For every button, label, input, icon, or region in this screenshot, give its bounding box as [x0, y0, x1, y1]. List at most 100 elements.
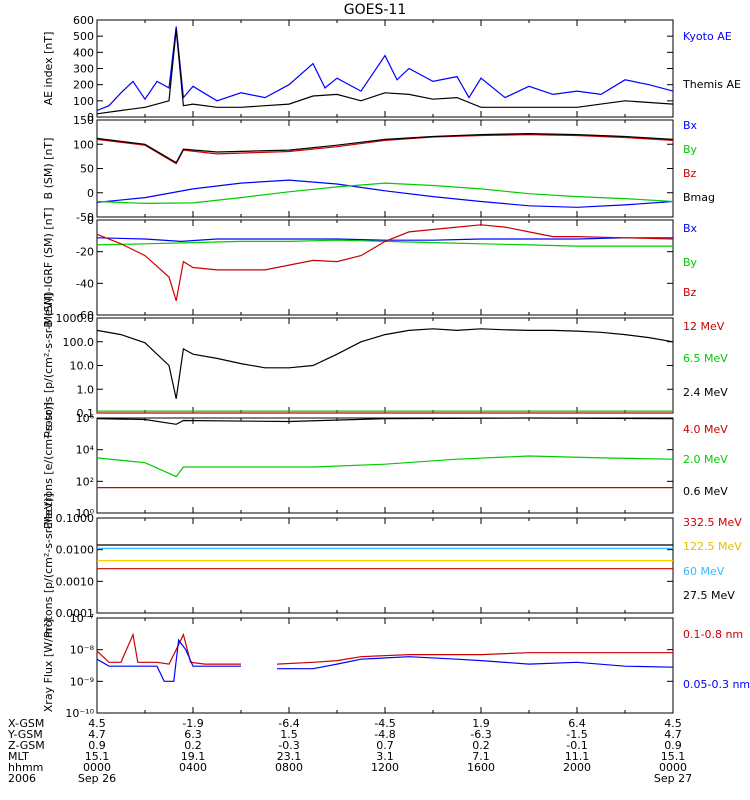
series-line-bz — [96, 224, 674, 301]
footer-cell: 6.3 — [184, 728, 202, 741]
y-tick-label: 0.0100 — [56, 544, 95, 557]
series-line-themis-ae — [96, 29, 674, 115]
legend-entry: 2.0 MeV — [683, 453, 728, 466]
series-line-by — [96, 182, 674, 205]
series-line-2-4-mev — [96, 328, 674, 399]
legend-entry: Bmag — [683, 191, 715, 204]
y-axis-label: Xray Flux [W/m²] — [42, 619, 55, 712]
footer-cell: -6.4 — [278, 717, 299, 730]
panel-frame — [96, 617, 674, 714]
footer-cell: 15.1 — [661, 750, 686, 763]
footer-cell: 1600 — [467, 761, 495, 774]
legend-entry: By — [683, 256, 698, 269]
footer-cell: -6.3 — [470, 728, 491, 741]
panel-7: 10⁻¹⁰ 10⁻⁹ 10⁻⁸ 10⁻⁷ Xray Flux [W/m²] 0.1-0.8… — [42, 612, 750, 720]
footer-row-label: 2006 — [8, 772, 36, 785]
footer-cell: Sep 27 — [654, 772, 692, 785]
legend-entry: Bx — [683, 222, 698, 235]
y-axis-label: B (SM)-IGRF (SM) [nT] — [42, 207, 55, 327]
series-line-0-1-0-8-nm — [96, 632, 241, 665]
footer-cell: 1200 — [371, 761, 399, 774]
footer-cell: 19.1 — [181, 750, 206, 763]
y-tick-label: 0.1 — [77, 407, 95, 420]
y-tick-label: 10⁰ — [76, 507, 95, 520]
y-tick-label: 1000.0 — [56, 312, 95, 325]
panels: 0 100 200 300 400 500 600 AE index [nT] Kyoto AE… — [42, 14, 750, 720]
footer-cell: 0400 — [179, 761, 207, 774]
legend-entry: 0.6 MeV — [683, 485, 728, 498]
y-tick-label: 0.0001 — [56, 607, 95, 620]
y-axis-label: AE index [nT] — [42, 32, 55, 106]
y-axis-label: Protons [p/(cm²-s-sr-MeV)] — [42, 493, 55, 638]
y-tick-label: 150 — [73, 114, 94, 127]
y-tick-label: -40 — [76, 277, 94, 290]
legend-entry: 0.1-0.8 nm — [683, 628, 743, 641]
y-tick-label: 400 — [73, 46, 94, 59]
footer-cell: 7.1 — [472, 750, 490, 763]
legend-entry: Themis AE — [682, 78, 741, 91]
y-tick-label: -60 — [76, 309, 94, 322]
figure-title: GOES-11 — [344, 2, 406, 18]
footer-cell: 1.5 — [280, 728, 298, 741]
footer-cell: 15.1 — [85, 750, 110, 763]
legend-entry: 27.5 MeV — [683, 589, 735, 602]
series-line-bx — [96, 237, 673, 243]
footer-cell: 0000 — [659, 761, 687, 774]
footer-cell: 0.9 — [664, 739, 682, 752]
panel-frame — [96, 417, 674, 514]
legend-entry: By — [683, 143, 698, 156]
footer-cell: 0000 — [83, 761, 111, 774]
footer-cell: 0800 — [275, 761, 303, 774]
footer-cell: -4.5 — [374, 717, 395, 730]
y-tick-label: 10⁻⁹ — [70, 675, 94, 688]
legend-entry: 6.5 MeV — [683, 352, 728, 365]
y-tick-label: -50 — [76, 211, 94, 224]
legend-entry: 12 MeV — [683, 320, 725, 333]
y-tick-label: 10⁶ — [76, 412, 95, 425]
y-tick-label: 100 — [73, 138, 94, 151]
footer-cell: 4.5 — [664, 717, 682, 730]
y-tick-label: 10⁴ — [76, 444, 95, 457]
series-line-kyoto-ae — [96, 26, 674, 112]
footer-cell: 0.7 — [376, 739, 394, 752]
panel-frame — [96, 517, 674, 614]
ephemeris-footer: X-GSMY-GSMZ-GSMMLThhmm20064.54.70.915.10… — [7, 717, 692, 785]
y-tick-label: 10.0 — [70, 360, 95, 373]
footer-cell: 4.5 — [88, 717, 106, 730]
y-tick-label: 300 — [73, 63, 94, 76]
legend-entry: Kyoto AE — [683, 30, 732, 43]
y-tick-label: 500 — [73, 30, 94, 43]
footer-row-label: MLT — [8, 750, 29, 763]
series-line-0-1-0-8-nm — [276, 652, 673, 665]
y-tick-label: 0.1000 — [56, 512, 95, 525]
y-tick-label: 100.0 — [63, 336, 95, 349]
footer-cell: 1.9 — [472, 717, 490, 730]
footer-cell: 0.2 — [472, 739, 490, 752]
footer-cell: 0.9 — [88, 739, 106, 752]
footer-cell: 23.1 — [277, 750, 302, 763]
y-tick-label: 0 — [87, 187, 94, 200]
footer-row-label: X-GSM — [8, 717, 44, 730]
footer-cell: 6.4 — [568, 717, 586, 730]
y-axis-label: B (SM) [nT] — [42, 138, 55, 200]
y-tick-label: 100 — [73, 95, 94, 108]
y-tick-label: -20 — [76, 246, 94, 259]
y-tick-label: 10⁻¹⁰ — [65, 707, 94, 720]
series-line-0-05-0-3-nm — [96, 638, 241, 682]
footer-cell: -4.8 — [374, 728, 395, 741]
footer-row-label: Y-GSM — [7, 728, 43, 741]
legend-entry: Bz — [683, 286, 697, 299]
y-tick-label: 200 — [73, 79, 94, 92]
series-line-bx — [96, 179, 674, 208]
legend-entry: 60 MeV — [683, 565, 725, 578]
footer-cell: -1.5 — [566, 728, 587, 741]
panel-frame — [96, 219, 674, 316]
y-tick-label: 600 — [73, 14, 94, 27]
y-tick-label: 0.0010 — [56, 575, 95, 588]
series-line-0-05-0-3-nm — [277, 656, 674, 670]
footer-cell: -0.3 — [278, 739, 299, 752]
footer-cell: 0.2 — [184, 739, 202, 752]
panel-3: -60 -40 -20 0 B (SM)-IGRF (SM) [nT] Bx By Bz — [42, 207, 698, 327]
